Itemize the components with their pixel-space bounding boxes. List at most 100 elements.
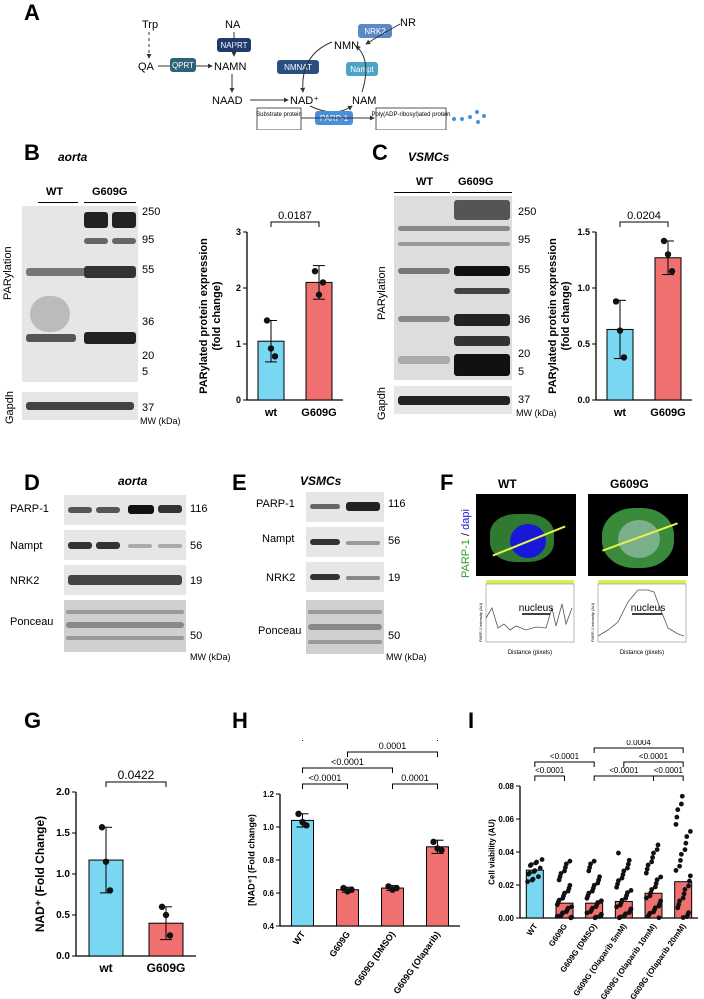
- c-point-0-0: [612, 298, 620, 305]
- i-pbracket-4: [623, 761, 684, 767]
- i-bar-0: [525, 869, 544, 919]
- f-wt-nucleus: nucleus: [519, 603, 553, 614]
- h-point-0-2: [303, 822, 310, 829]
- chart-h: 0.4 0.6 0.8 1.0 1.2 [NAD⁺] (Fold change) WT G60…: [246, 740, 460, 996]
- i-ytick-label-1: 0.02: [498, 881, 514, 890]
- i-dot-5-22: [682, 847, 688, 853]
- i-dot-4-19: [647, 893, 653, 899]
- d-row-nrk2: NRK2: [10, 575, 40, 587]
- pw-substrate: Substrate protein: [256, 112, 302, 118]
- i-dot-3-15: [625, 861, 631, 867]
- c-marker-250: 250: [518, 206, 537, 218]
- i-dot-2-20: [589, 888, 595, 894]
- i-pbracket-3: [653, 775, 684, 781]
- f-g609g-nucleus: nucleus: [631, 603, 665, 614]
- e-mw-label: MW (kDa): [386, 652, 427, 662]
- c-ytick-label-1: 0.5: [577, 339, 590, 349]
- c-point-1-0: [660, 237, 668, 245]
- pw-qprt: QPRT: [172, 61, 194, 70]
- h-bar-3: [426, 846, 449, 927]
- b-ytick-label-1: 1: [236, 339, 241, 349]
- i-dot-1-0: [554, 913, 560, 919]
- e-row-nrk2: NRK2: [266, 572, 296, 584]
- b-tissue-label: aorta: [58, 150, 88, 164]
- panel-label-a: A: [24, 0, 40, 25]
- i-ytick-label-2: 0.04: [498, 848, 514, 857]
- b-point-1-2: [319, 279, 327, 286]
- i-dot-1-20: [560, 895, 566, 901]
- i-dot-3-7: [626, 857, 632, 863]
- i-dot-1-21: [562, 868, 567, 874]
- h-ytick-label-4: 1.2: [263, 790, 275, 799]
- i-dot-0-13: [533, 860, 539, 866]
- h-pvalue-1: <0.0001: [331, 757, 364, 767]
- i-dot-2-21: [591, 858, 597, 864]
- pw-na: NA: [225, 19, 241, 31]
- h-point-2-2: [393, 884, 400, 892]
- c-gapdh-label: Gapdh: [376, 386, 388, 420]
- i-pvalue-4: <0.0001: [639, 752, 669, 761]
- e-marker-56: 56: [388, 535, 401, 547]
- h-bar-2: [381, 887, 404, 927]
- pw-namn: NAMN: [214, 61, 246, 73]
- i-dot-0-0: [525, 879, 531, 885]
- pw-naad: NAAD: [212, 95, 243, 107]
- f-wt-image: [476, 494, 576, 576]
- g-point-0-2: [106, 887, 114, 894]
- i-dot-0-11: [529, 877, 535, 883]
- h-xtick-label-3: G609G (Olaparib): [391, 929, 442, 995]
- c-ytick-label-3: 1.5: [577, 227, 590, 237]
- chart-g: 0.0 0.5 1.0 1.5 2.0 NAD⁺ (Fold Change) wt G609G…: [33, 768, 196, 975]
- chart-c: 0.0 0.5 1.0 1.5 PARylated protein expression…: [547, 210, 692, 419]
- b-wt-label: WT: [46, 186, 64, 198]
- c-ylabel-0: PARylated protein expression: [547, 238, 559, 394]
- panel-label-h: H: [232, 708, 248, 733]
- i-dot-5-4: [680, 915, 686, 920]
- b-pvalue-0: 0.0187: [278, 210, 312, 222]
- f-g609g-profile: nucleus Distance (pixels) PARP-1 intensi…: [590, 580, 687, 656]
- b-mw-label: MW (kDa): [140, 416, 181, 426]
- b-xtick-label-1: G609G: [301, 407, 336, 419]
- b-point-1-0: [311, 268, 319, 275]
- g-pvalue-0: 0.0422: [118, 768, 155, 782]
- i-pbracket-1: [534, 761, 595, 767]
- b-marker-250: 250: [142, 206, 161, 218]
- f-wt-label: WT: [498, 477, 517, 491]
- b-point-0-1: [267, 345, 275, 352]
- g-point-0-1: [102, 858, 110, 865]
- i-dot-4-12: [650, 855, 655, 860]
- c-gapdh-blot: [394, 386, 512, 414]
- f-wt-profile: nucleus Distance (pixels) PARP-1 intensi…: [478, 580, 575, 656]
- h-xtick-label-0: WT: [291, 929, 308, 947]
- i-dot-4-4: [651, 850, 656, 856]
- g-ytick-label-4: 2.0: [56, 787, 70, 798]
- pw-adp-chain: [452, 110, 486, 124]
- c-marker-95: 95: [518, 234, 531, 246]
- i-dot-3-19: [617, 902, 623, 908]
- f-g609g-image: [588, 494, 688, 576]
- f-wt-ylabel: PARP-1 intensity (AU): [478, 602, 483, 642]
- e-marker-19: 19: [388, 572, 401, 584]
- panel-label-g: G: [24, 708, 42, 733]
- i-dot-4-23: [654, 847, 660, 853]
- d-nampt-blot: [64, 530, 186, 560]
- e-tissue-label: VSMCs: [300, 474, 342, 488]
- i-dot-5-3: [678, 851, 684, 857]
- pw-qa: QA: [138, 61, 155, 73]
- i-dot-1-19: [558, 913, 564, 918]
- h-point-1-2: [348, 886, 355, 893]
- panel-label-i: I: [468, 708, 475, 733]
- h-point-3-2: [438, 846, 445, 854]
- d-marker-19: 19: [190, 575, 203, 587]
- e-marker-50: 50: [388, 630, 401, 642]
- e-parp1-blot: [306, 492, 384, 522]
- f-wt-xlabel: Distance (pixels): [508, 650, 552, 656]
- f-stain-parp1: PARP-1: [460, 539, 472, 578]
- g-ytick-label-2: 1.0: [56, 869, 70, 880]
- c-point-0-2: [620, 354, 628, 361]
- i-dot-1-22: [563, 909, 569, 915]
- f-g609g-ylabel: PARP-1 intensity (AU): [590, 602, 595, 642]
- i-dot-5-5: [682, 887, 688, 892]
- d-parp1-blot: [64, 495, 186, 525]
- g-point-1-2: [166, 932, 174, 939]
